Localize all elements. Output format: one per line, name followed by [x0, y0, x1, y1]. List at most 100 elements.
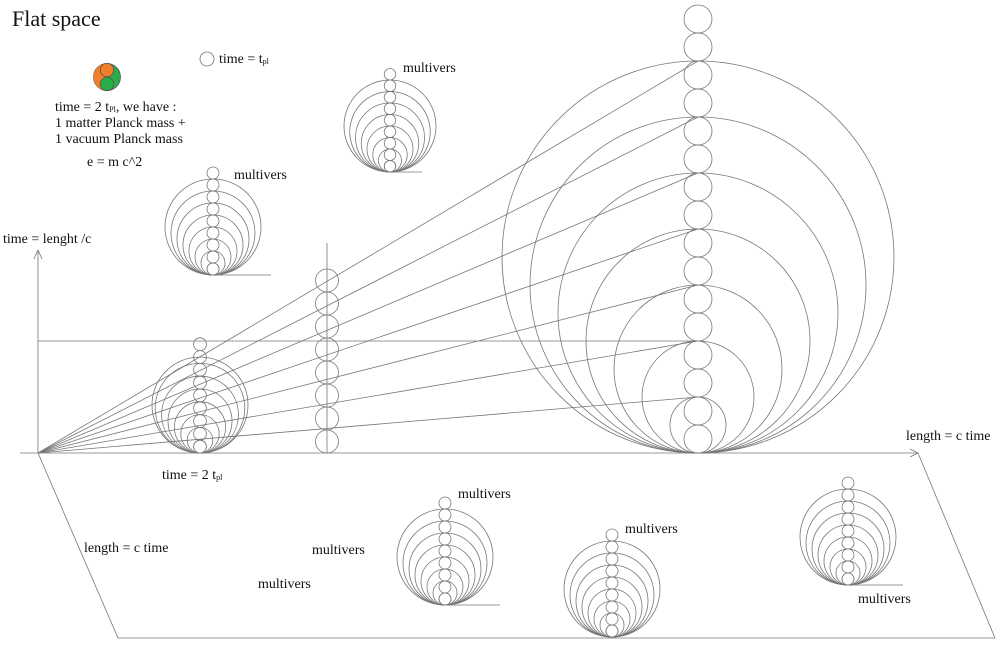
universe-circle	[841, 500, 855, 514]
universe-circle	[841, 512, 855, 526]
universe-circle	[605, 540, 619, 554]
universe-circle	[683, 340, 713, 370]
universe-circle	[206, 166, 220, 180]
nested-circle	[569, 552, 655, 638]
plane-edge	[917, 452, 996, 639]
universe-circle	[438, 520, 452, 534]
nested-circle	[414, 544, 476, 606]
multivers-label: multivers	[258, 577, 311, 592]
legend-pair-line1: time = 2 tPl, we have :	[55, 100, 177, 115]
multivers-label: multivers	[312, 543, 365, 558]
universe-circle	[206, 250, 220, 264]
nested-circle	[170, 190, 256, 276]
diagram-title: Flat space	[12, 6, 101, 31]
multivers-label: multivers	[403, 61, 456, 76]
arrow-head	[909, 452, 919, 458]
arrow-head	[909, 448, 919, 454]
nested-circle	[829, 548, 867, 586]
universe-circle	[683, 32, 713, 62]
universe-circle	[841, 560, 855, 574]
horizontal-axis-label: length = c time	[906, 429, 991, 444]
universe-circle	[605, 564, 619, 578]
arrow-head	[37, 249, 43, 260]
universe-circle	[193, 362, 207, 377]
universe-circle	[683, 88, 713, 118]
vertical-axis-label: time = lenght /c	[3, 232, 92, 247]
universe-circle	[683, 60, 713, 90]
light-ray	[37, 60, 699, 454]
universe-circle	[193, 388, 207, 403]
universe-circle	[841, 548, 855, 562]
universe-circle	[206, 190, 220, 204]
vacuum-planck-mass-circle	[99, 76, 115, 92]
universe-circle	[438, 508, 452, 522]
universe-circle	[438, 496, 452, 510]
nested-circle	[841, 572, 855, 586]
universe-circle	[683, 368, 713, 398]
universe-circle	[438, 568, 452, 582]
universe-circle	[683, 144, 713, 174]
universe-circle	[683, 200, 713, 230]
universe-circle	[383, 68, 397, 81]
depth-axis-label: length = c time	[84, 541, 169, 556]
universe-circle	[193, 426, 207, 441]
nested-circle	[805, 500, 891, 586]
universe-circle	[315, 268, 339, 293]
nested-circle	[372, 137, 408, 173]
universe-circle	[841, 536, 855, 550]
multivers-label: multivers	[858, 592, 911, 607]
light-ray	[37, 228, 699, 454]
nested-circle	[206, 262, 220, 276]
multivers-label: multivers	[234, 168, 287, 183]
matter-planck-mass-circle	[99, 62, 115, 78]
universe-circle	[683, 424, 713, 454]
universe-circle	[383, 91, 397, 104]
universe-circle	[206, 238, 220, 252]
universe-circle	[683, 116, 713, 146]
universe-circle	[683, 312, 713, 342]
universe-circle	[206, 178, 220, 192]
legend-single-label: time = tpl	[219, 52, 269, 67]
universe-circle	[683, 4, 713, 34]
nested-circle	[426, 568, 464, 606]
nested-circle	[360, 114, 420, 173]
universe-circle	[605, 528, 619, 542]
nested-circle	[501, 60, 895, 454]
nested-circle	[182, 214, 244, 276]
universe-circle	[605, 552, 619, 566]
universe-circle	[605, 600, 619, 614]
universe-circle	[683, 172, 713, 202]
nested-circle	[193, 439, 207, 454]
universe-circle	[383, 125, 397, 138]
arrow-head	[33, 249, 39, 260]
universe-circle	[383, 102, 397, 115]
nested-circle	[194, 238, 232, 276]
nested-circle	[605, 624, 619, 638]
nested-circle	[180, 414, 220, 454]
universe-circle	[206, 214, 220, 228]
multivers-label: multivers	[458, 487, 511, 502]
light-ray	[37, 172, 699, 454]
nested-circle	[402, 520, 488, 606]
nested-circle	[349, 91, 431, 173]
universe-circle	[383, 114, 397, 127]
multivers-label: multivers	[625, 522, 678, 537]
nested-circle	[151, 356, 249, 454]
universe-circle	[438, 580, 452, 594]
legend-pair-line3: 1 vacuum Planck mass	[55, 132, 183, 147]
universe-circle	[383, 148, 397, 161]
plane-edge	[37, 452, 119, 639]
light-ray	[37, 396, 699, 454]
universe-circle	[193, 401, 207, 416]
universe-circle	[438, 556, 452, 570]
universe-circle	[605, 612, 619, 626]
nested-circle	[817, 524, 879, 586]
universe-circle	[841, 476, 855, 490]
universe-circle	[206, 226, 220, 240]
universe-circle	[438, 532, 452, 546]
planck-time-circle	[199, 51, 215, 67]
universe-circle	[683, 284, 713, 314]
universe-circle	[206, 202, 220, 216]
